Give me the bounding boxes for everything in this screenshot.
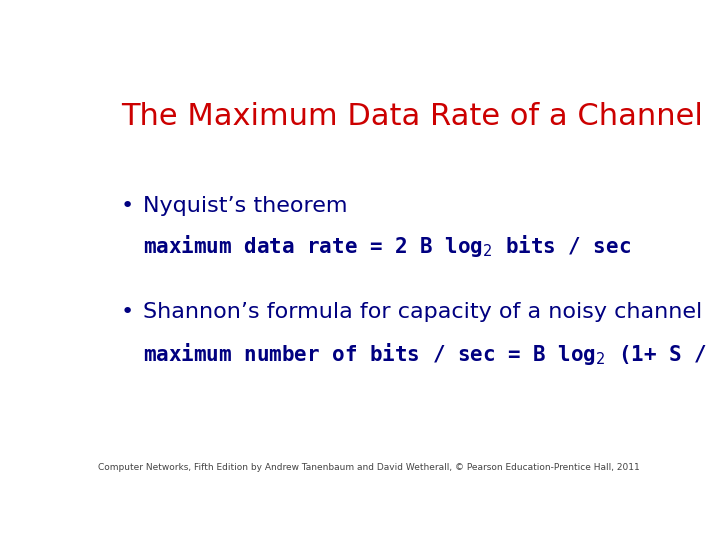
Text: maximum data rate = 2 B log$_2$ bits / sec: maximum data rate = 2 B log$_2$ bits / s… [143,233,631,259]
Text: Computer Networks, Fifth Edition by Andrew Tanenbaum and David Wetherall, © Pear: Computer Networks, Fifth Edition by Andr… [98,463,640,472]
Text: Shannon’s formula for capacity of a noisy channel: Shannon’s formula for capacity of a nois… [143,302,702,322]
Text: Nyquist’s theorem: Nyquist’s theorem [143,196,348,216]
Text: •: • [121,302,134,322]
Text: maximum number of bits / sec = B log$_2$ (1+ S / N ): maximum number of bits / sec = B log$_2$… [143,341,720,367]
Text: •: • [121,196,134,216]
Text: The Maximum Data Rate of a Channel: The Maximum Data Rate of a Channel [121,102,703,131]
